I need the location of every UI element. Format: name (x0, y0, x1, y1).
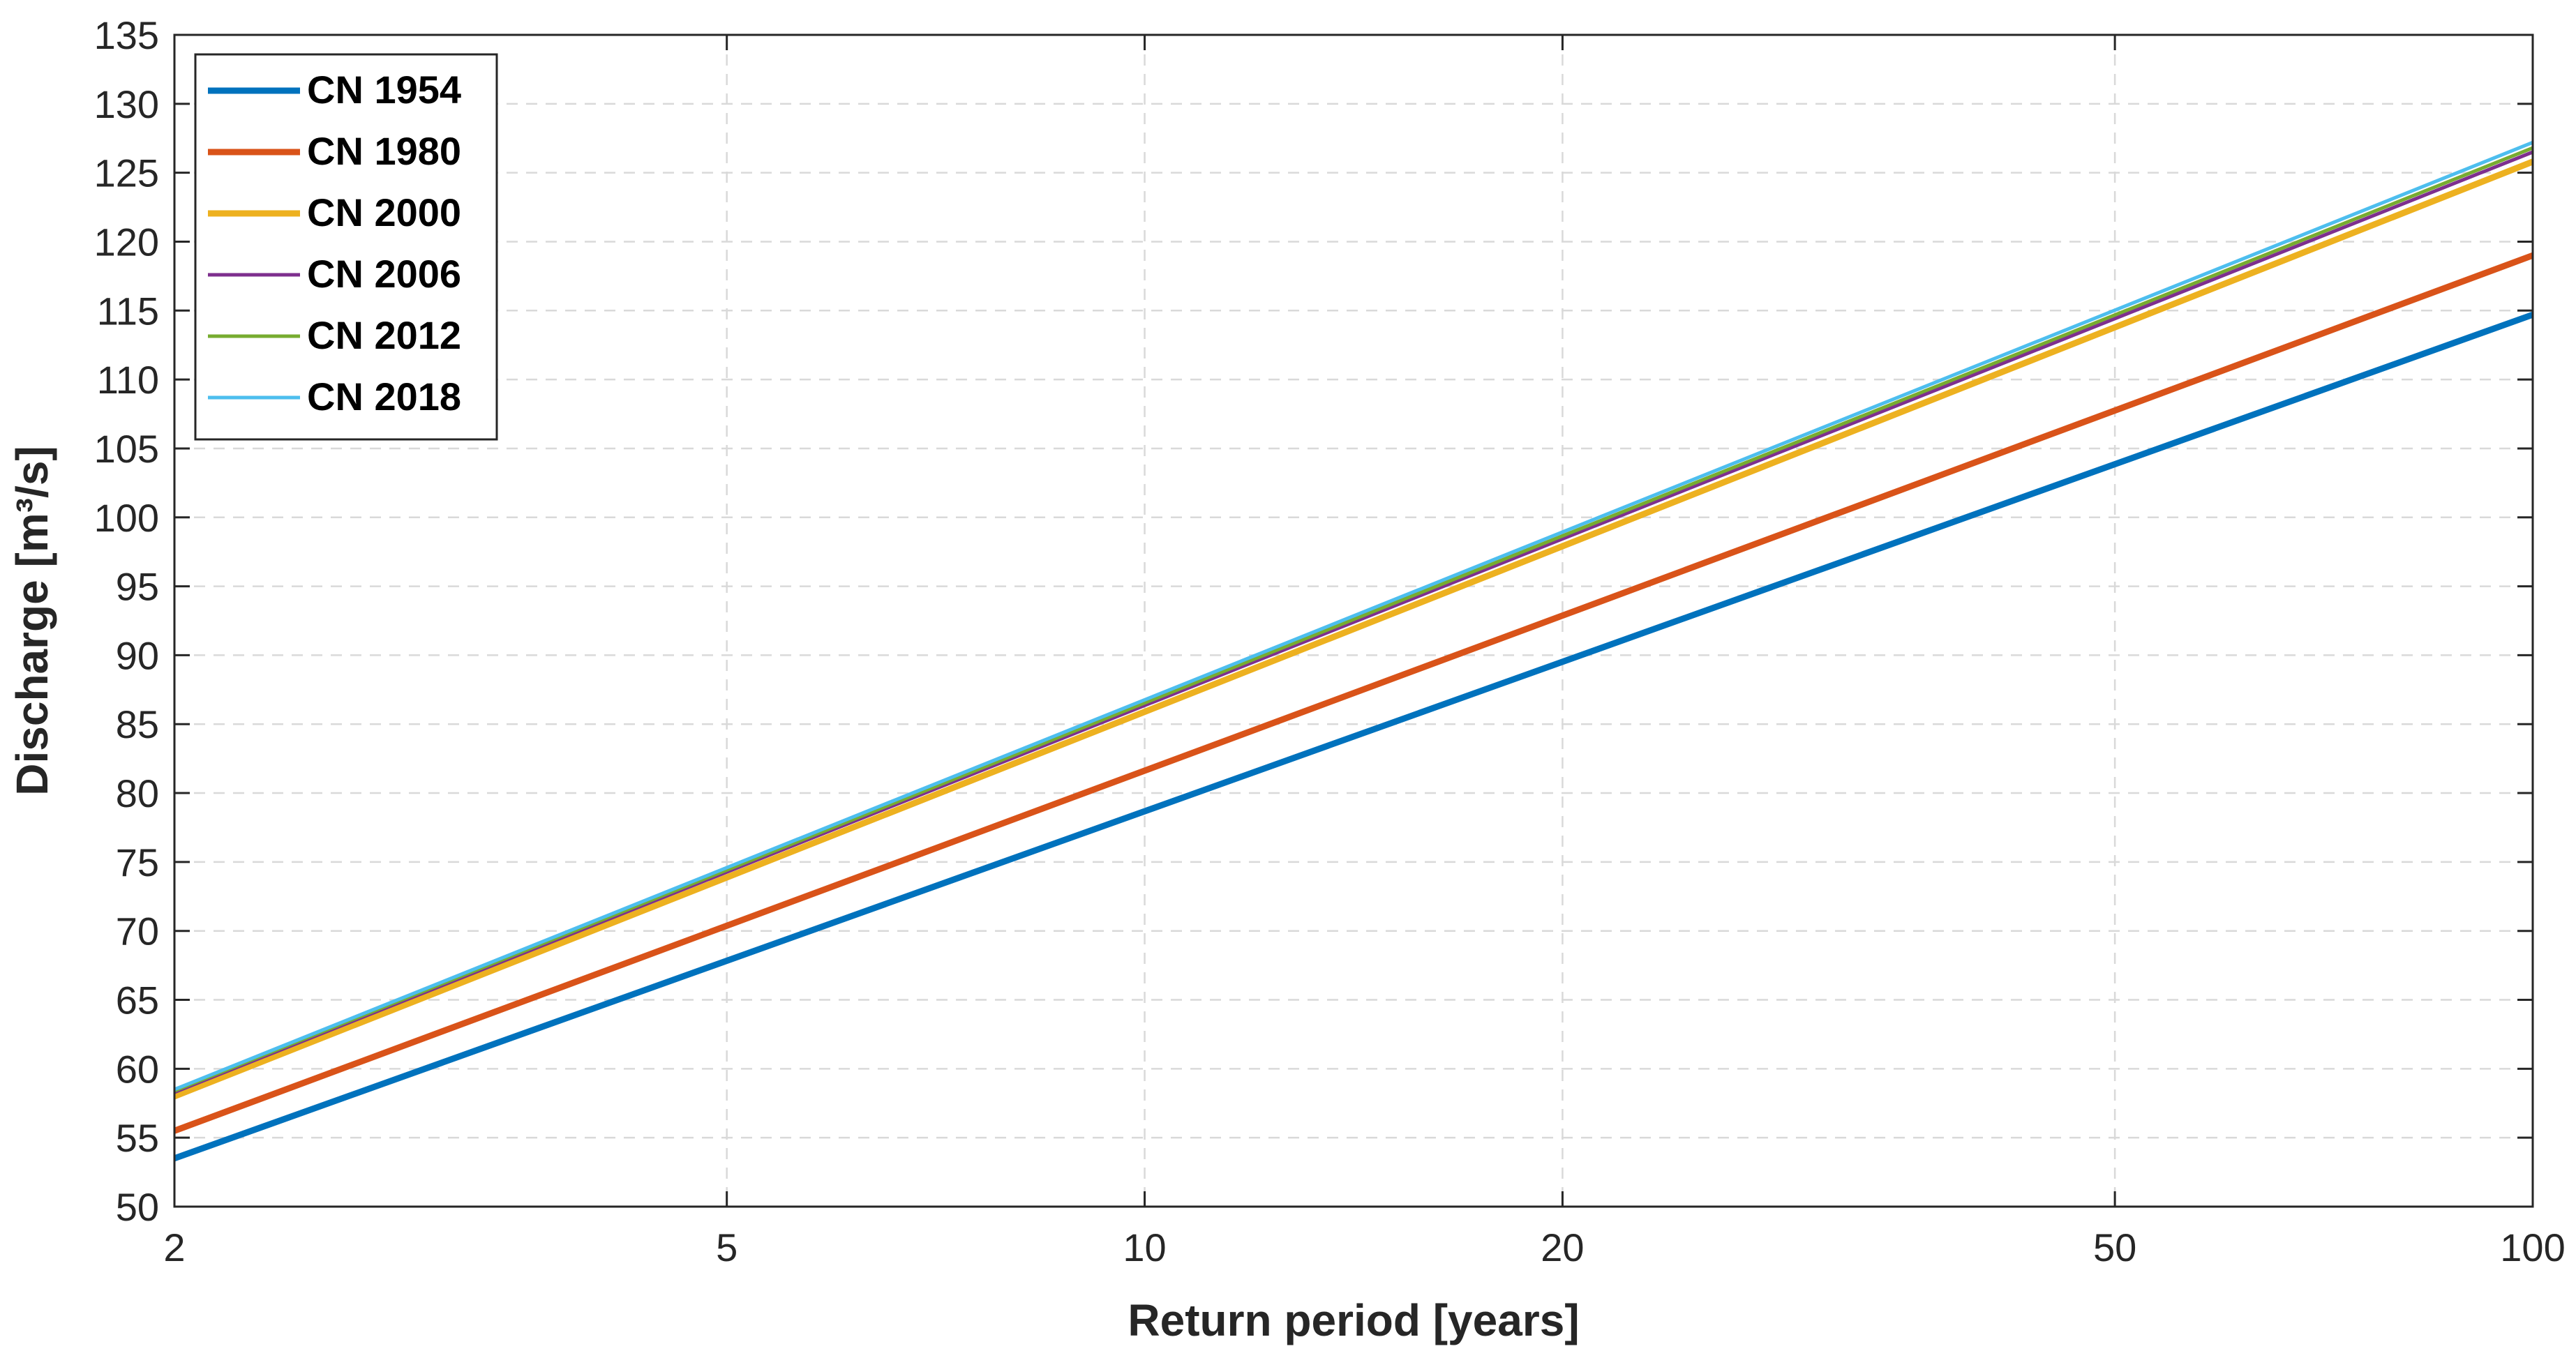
y-tick-label: 90 (116, 633, 159, 677)
y-tick-label: 80 (116, 771, 159, 815)
y-tick-label: 55 (116, 1116, 159, 1160)
legend-label: CN 1980 (307, 129, 461, 173)
y-tick-label: 120 (94, 220, 159, 264)
y-tick-label: 65 (116, 979, 159, 1022)
y-tick-label: 105 (94, 427, 159, 471)
legend-label: CN 1954 (307, 68, 461, 112)
legend-label: CN 2000 (307, 190, 461, 234)
x-tick-label: 100 (2500, 1225, 2565, 1269)
y-tick-label: 135 (94, 13, 159, 57)
x-tick-label: 50 (2093, 1225, 2136, 1269)
legend-label: CN 2018 (307, 375, 461, 418)
series-line-cn-2012 (174, 146, 2533, 1093)
legend: CN 1954 CN 1980 CN 2000 CN 2006 CN 2012 CN 20… (194, 53, 498, 441)
legend-box (194, 53, 498, 441)
y-tick-label: 110 (97, 358, 159, 402)
y-tick-label: 85 (116, 702, 159, 746)
series-line-cn-2018 (174, 140, 2533, 1092)
legend-label: CN 2012 (307, 313, 461, 357)
y-tick-label: 95 (116, 565, 159, 609)
y-tick-label: 70 (116, 910, 159, 953)
series-line-cn-1954 (173, 311, 2534, 1162)
x-tick-label: 5 (716, 1225, 737, 1269)
y-tick-label: 125 (94, 151, 159, 195)
axes-frame (173, 33, 2534, 1208)
y-tick-label: 75 (116, 840, 159, 884)
y-tick-label: 130 (94, 82, 159, 126)
y-tick-label: 100 (94, 496, 159, 540)
y-tick-label: 115 (97, 289, 159, 333)
axis-ticks: 5055606570758085909510010511011512012513… (94, 13, 2566, 1269)
y-tick-label: 50 (116, 1185, 159, 1229)
x-tick-label: 10 (1123, 1225, 1166, 1269)
series-line-cn-2000 (173, 158, 2534, 1100)
y-tick-label: 60 (116, 1047, 159, 1091)
x-tick-label: 2 (163, 1225, 185, 1269)
legend-label: CN 2006 (307, 252, 461, 296)
plot-series (173, 140, 2534, 1162)
y-axis-label: Discharge [m³/s] (7, 446, 57, 795)
series-line-cn-1980 (173, 252, 2534, 1134)
x-tick-label: 20 (1541, 1225, 1584, 1269)
x-axis-label: Return period [years] (1128, 1295, 1579, 1345)
